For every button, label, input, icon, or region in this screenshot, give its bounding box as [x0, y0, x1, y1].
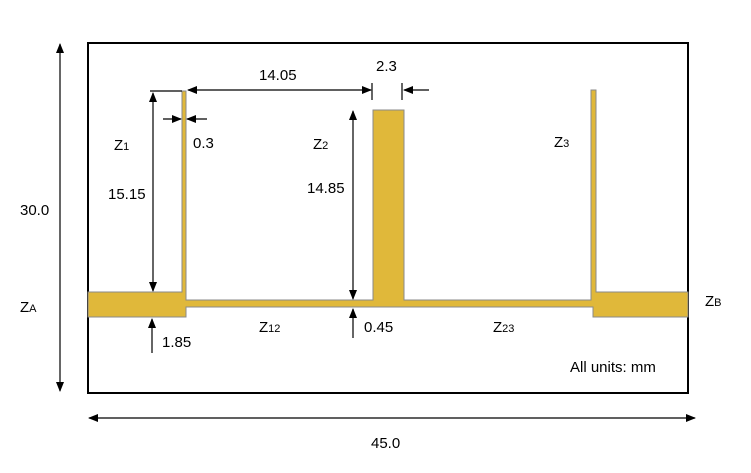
z2-label: Z2: [313, 136, 328, 153]
stub1-length-label: 15.15: [108, 186, 146, 203]
spacing-label: 14.05: [259, 67, 297, 84]
width-label: 45.0: [371, 435, 400, 452]
units-note: All units: mm: [570, 359, 656, 376]
substrate-outline: [87, 42, 689, 394]
z23-label: Z23: [493, 319, 514, 336]
stub1-width-label: 0.3: [193, 135, 214, 152]
zb-label: ZB: [705, 293, 722, 310]
line-width-label: 0.45: [364, 319, 393, 336]
z1-label: Z1: [114, 137, 129, 154]
za-label: ZA: [20, 299, 37, 316]
stub2-length-label: 14.85: [307, 180, 345, 197]
z12-label: Z12: [259, 319, 280, 336]
feed-width-label: 1.85: [162, 334, 191, 351]
microstrip-conductor: [87, 89, 689, 318]
z3-label: Z3: [554, 134, 569, 151]
stub2-width-label: 2.3: [376, 58, 397, 75]
height-label: 30.0: [20, 202, 49, 219]
